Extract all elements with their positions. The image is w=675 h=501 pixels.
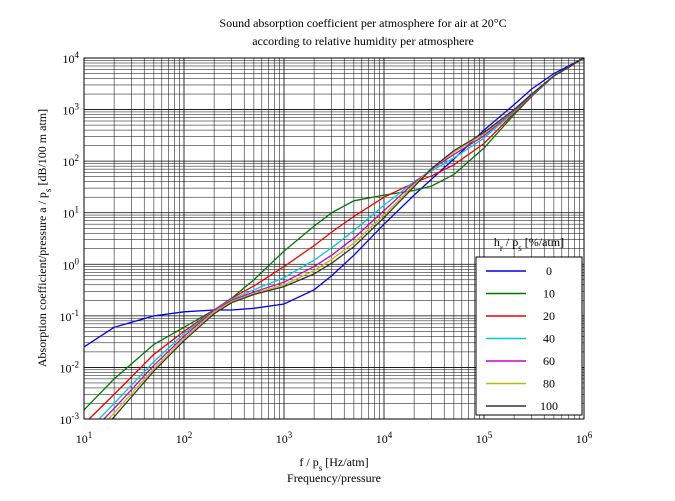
legend-label-40: 40 [543, 332, 555, 346]
y-tick-label: 101 [63, 205, 80, 221]
x-tick-labels: 101 102 103 104 105 106 [76, 430, 593, 446]
legend-title-mid: / p [503, 235, 518, 249]
y-axis-label-sub: s [43, 188, 53, 192]
legend-label-0: 0 [546, 264, 552, 278]
y-tick-label: 10-3 [60, 411, 80, 427]
series-line-60 [103, 57, 585, 420]
x-tick-label: 106 [576, 430, 593, 446]
x-axis-label-sub: s [319, 463, 323, 473]
y-tick-labels: 10-3 10-2 10-1 100 101 102 103 104 [60, 50, 80, 427]
y-tick-label: 100 [63, 256, 80, 272]
x-axis-label-main: f / p [299, 455, 318, 469]
legend-label-10: 10 [543, 287, 555, 301]
legend-title-unit: [%/atm] [522, 235, 564, 249]
series-line-0 [83, 57, 585, 348]
legend-label-80: 80 [543, 377, 555, 391]
legend-title-sub1: r [500, 243, 503, 253]
series-line-100 [111, 57, 585, 420]
legend-items: 0 10 20 40 60 80 100 [486, 264, 558, 413]
x-axis-label-secondary: Frequency/pressure [287, 471, 381, 485]
legend-box [475, 256, 583, 416]
legend-label-100: 100 [540, 399, 558, 413]
x-tick-label: 103 [276, 430, 293, 446]
series-line-40 [98, 57, 585, 420]
y-axis-label: Absorption coefficient/pressure a / ps [… [35, 109, 53, 367]
y-tick-label: 103 [63, 102, 80, 118]
chart-subtitle: according to relative humidity per atmos… [252, 34, 474, 48]
plot-frame [83, 57, 585, 420]
legend-title: hr / ps [%/atm] [494, 235, 564, 253]
series-line-20 [88, 57, 585, 420]
x-tick-label: 102 [176, 430, 193, 446]
y-tick-label: 102 [63, 153, 80, 169]
x-tick-label: 105 [476, 430, 493, 446]
x-axis-label-unit: [Hz/atm] [322, 455, 368, 469]
x-axis-label: f / ps [Hz/atm] [299, 455, 368, 473]
x-tick-label: 101 [76, 430, 93, 446]
series-line-10 [83, 57, 585, 411]
series-lines [83, 57, 585, 420]
legend-label-60: 60 [543, 354, 555, 368]
y-tick-label: 10-2 [60, 359, 80, 375]
chart-title: Sound absorption coefficient per atmosph… [219, 16, 506, 30]
y-axis-label-main: Absorption coefficient/pressure a / p [35, 192, 49, 367]
legend-label-20: 20 [543, 309, 555, 323]
x-tick-label: 104 [376, 430, 393, 446]
y-tick-label: 104 [63, 50, 80, 66]
legend-title-main: h [494, 235, 500, 249]
y-axis-label-unit: [dB/100 m atm] [35, 109, 49, 189]
y-tick-label: 10-1 [60, 308, 80, 324]
legend: hr / ps [%/atm] 0 10 20 40 60 80 100 [475, 235, 583, 416]
legend-title-sub2: s [518, 243, 522, 253]
